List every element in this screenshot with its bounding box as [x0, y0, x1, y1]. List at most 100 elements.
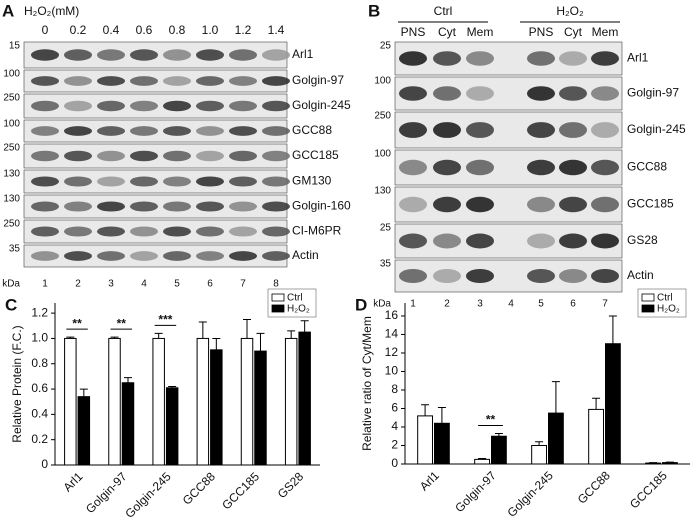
- y-tick-label: 0.8: [31, 356, 48, 370]
- x-tick-label: Arl1: [417, 468, 442, 493]
- band: [229, 201, 257, 212]
- legend-swatch: [271, 293, 285, 302]
- band: [229, 76, 257, 86]
- band: [64, 150, 92, 162]
- band: [97, 201, 125, 212]
- band: [196, 126, 224, 136]
- y-tick-label: 1.0: [31, 331, 48, 345]
- blot-strip: [394, 223, 623, 259]
- protein-name: Arl1: [292, 47, 314, 61]
- bar: [121, 382, 135, 466]
- band: [130, 251, 158, 261]
- band: [163, 76, 191, 86]
- x-tick-label: Golgin-245: [504, 468, 556, 520]
- error-bar: [494, 432, 503, 437]
- band: [399, 268, 427, 284]
- bar: [165, 387, 179, 466]
- band: [591, 196, 619, 213]
- x-tick-label: GCC88: [575, 468, 613, 506]
- band: [229, 251, 257, 261]
- mw-marker: 250: [374, 111, 391, 122]
- y-tick-label: 2: [391, 438, 398, 452]
- band: [163, 150, 191, 162]
- bar: [531, 444, 547, 465]
- bar: [548, 412, 564, 465]
- mw-marker: 250: [3, 219, 20, 230]
- band: [591, 86, 619, 101]
- lane-number: 4: [508, 299, 514, 310]
- band: [130, 49, 158, 61]
- error-bar: [421, 404, 430, 416]
- error-bar: [212, 337, 221, 350]
- protein-name: GCC88: [627, 160, 667, 174]
- band: [196, 176, 224, 187]
- band: [399, 86, 427, 101]
- x-tick-label: GCC185: [627, 468, 670, 511]
- band: [399, 196, 427, 213]
- bar: [645, 462, 661, 465]
- error-bar: [66, 336, 75, 339]
- mw-marker: 25: [380, 223, 392, 234]
- bar: [108, 337, 121, 466]
- x-tick-label: Golgin-245: [122, 469, 174, 520]
- x-tick-label: GS28: [275, 469, 307, 501]
- band: [97, 100, 125, 112]
- mw-marker: 130: [374, 186, 391, 197]
- concentration: 1.2: [235, 23, 252, 37]
- mw-marker: 130: [3, 194, 20, 205]
- fraction-label: PNS: [529, 25, 554, 39]
- protein-name: Actin: [627, 268, 654, 282]
- unit-label: kDa: [2, 279, 20, 290]
- band: [229, 176, 257, 187]
- band: [97, 49, 125, 61]
- fraction-label: Cyt: [438, 25, 457, 39]
- concentration: 0: [42, 23, 49, 37]
- error-bar: [478, 457, 487, 460]
- panel-label: D: [355, 295, 367, 314]
- bar: [196, 337, 210, 466]
- significance-label: **: [117, 316, 127, 330]
- band: [399, 159, 427, 176]
- error-bar: [592, 397, 601, 410]
- error-bar: [79, 388, 88, 397]
- protein-name: CI-M6PR: [292, 224, 342, 238]
- protein-name: GCC88: [292, 123, 332, 137]
- bar: [240, 337, 254, 466]
- band: [163, 176, 191, 187]
- band: [262, 176, 290, 187]
- significance-label: **: [72, 316, 82, 330]
- band: [31, 150, 59, 162]
- band: [229, 150, 257, 162]
- mw-marker: 130: [3, 169, 20, 180]
- band: [31, 201, 59, 212]
- band: [97, 176, 125, 187]
- band: [97, 126, 125, 136]
- band: [262, 49, 290, 61]
- band: [433, 196, 461, 213]
- legend-label: H₂O₂: [657, 304, 680, 315]
- error-bar: [608, 315, 617, 344]
- y-tick-label: 0: [41, 457, 48, 471]
- band: [229, 126, 257, 136]
- band: [130, 126, 158, 136]
- band: [163, 201, 191, 212]
- bar: [254, 350, 267, 466]
- blot-strip: [394, 76, 623, 111]
- lane-number: 3: [477, 299, 483, 310]
- error-bar: [198, 321, 207, 339]
- concentration: 0.8: [169, 23, 186, 37]
- bar: [662, 462, 678, 465]
- significance-label: **: [486, 413, 496, 427]
- error-bar: [154, 332, 163, 339]
- mw-marker: 25: [380, 41, 392, 52]
- mw-marker: 100: [3, 69, 20, 80]
- band: [527, 86, 555, 101]
- band: [196, 49, 224, 61]
- band: [97, 76, 125, 86]
- bar: [605, 343, 621, 465]
- mw-marker: 100: [374, 76, 391, 87]
- fraction-label: Cyt: [564, 25, 583, 39]
- band: [527, 196, 555, 213]
- y-tick-label: 4: [391, 419, 398, 433]
